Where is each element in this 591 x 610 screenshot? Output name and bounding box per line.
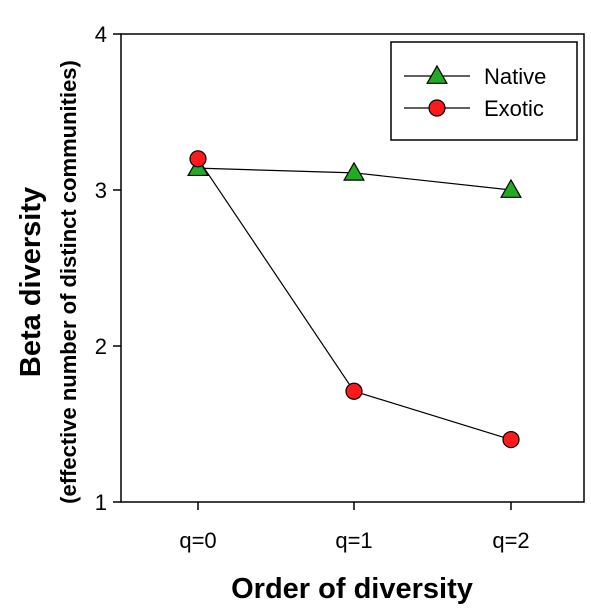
data-point-native	[500, 178, 522, 198]
legend-box	[390, 41, 578, 141]
data-point-exotic	[345, 382, 363, 400]
plot-frame	[120, 33, 585, 503]
y-tick-label: 3	[95, 178, 107, 203]
legend-label-native: Native	[484, 64, 546, 89]
x-tick-label: q=0	[179, 528, 216, 553]
x-tick-label: q=1	[335, 528, 372, 553]
y-axis: 1 2 3 4	[95, 22, 121, 515]
data-point-exotic	[189, 150, 207, 168]
data-point-exotic	[502, 431, 520, 449]
legend: Native Exotic	[390, 41, 578, 141]
x-axis: q=0 q=1 q=2	[179, 502, 530, 553]
y-tick-label: 1	[95, 490, 107, 515]
data-point-native	[343, 161, 365, 181]
series-exotic	[189, 150, 520, 449]
series-layer	[187, 150, 522, 449]
y-tick-label: 4	[95, 22, 107, 47]
y-tick-label: 2	[95, 334, 107, 359]
series-native	[187, 156, 522, 198]
legend-marker-native	[426, 64, 448, 84]
y-axis-title: Beta diversity	[15, 187, 47, 377]
y-axis-title-group: Beta diversity (effective number of dist…	[15, 60, 81, 504]
x-axis-title: Order of diversity	[231, 573, 473, 605]
legend-marker-exotic	[428, 99, 446, 117]
x-tick-label: q=2	[492, 528, 529, 553]
y-axis-subtitle: (effective number of distinct communitie…	[56, 60, 81, 504]
legend-label-exotic: Exotic	[484, 96, 544, 121]
